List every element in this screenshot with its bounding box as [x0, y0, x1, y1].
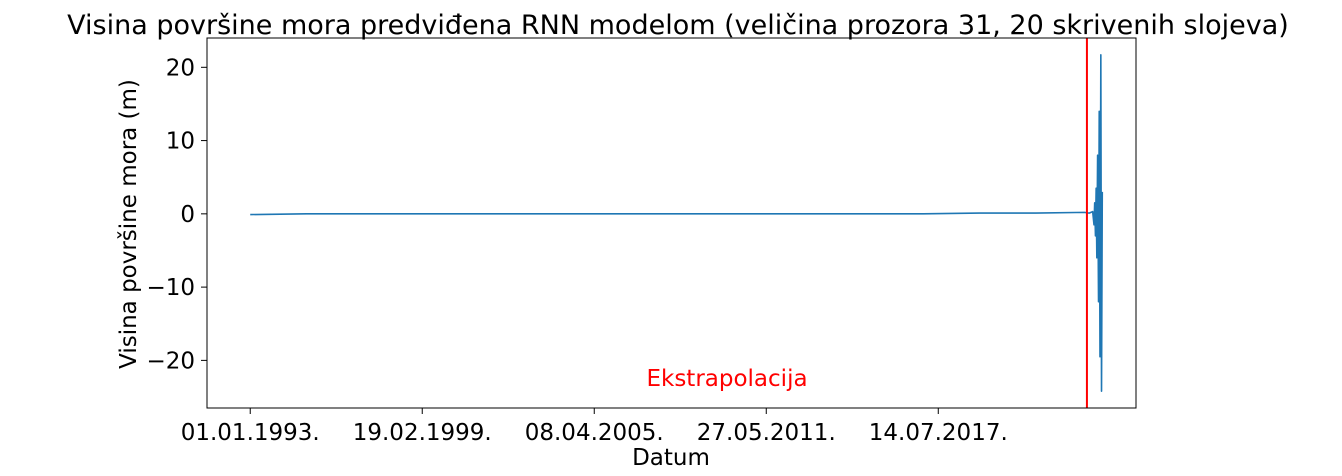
- x-tick-label: 08.04.2005.: [525, 420, 664, 446]
- y-tick-label: 20: [166, 55, 195, 81]
- x-tick-label: 19.02.1999.: [353, 420, 492, 446]
- x-tick-label: 27.05.2011.: [697, 420, 836, 446]
- x-axis: 01.01.1993. 19.02.1999. 08.04.2005. 27.05.2…: [181, 408, 1008, 446]
- y-tick-label: 10: [166, 129, 195, 155]
- x-tick-label: 14.07.2017.: [869, 420, 1008, 446]
- plot-area: Ekstrapolacija: [206, 37, 1137, 409]
- x-tick-label: 01.01.1993.: [181, 420, 320, 446]
- y-tick-label: −10: [146, 275, 195, 301]
- series-line: [250, 54, 1104, 392]
- y-axis: −20 −10 0 10 20: [146, 55, 207, 374]
- chart-title: Visina površine mora predviđena RNN mode…: [67, 10, 1289, 41]
- y-axis-label: Visina površine mora (m): [116, 79, 142, 369]
- y-tick-label: 0: [180, 202, 195, 228]
- x-axis-label: Datum: [632, 445, 710, 471]
- plot-frame: [206, 37, 1137, 409]
- y-tick-label: −20: [146, 348, 195, 374]
- annotation-label: Ekstrapolacija: [646, 366, 807, 392]
